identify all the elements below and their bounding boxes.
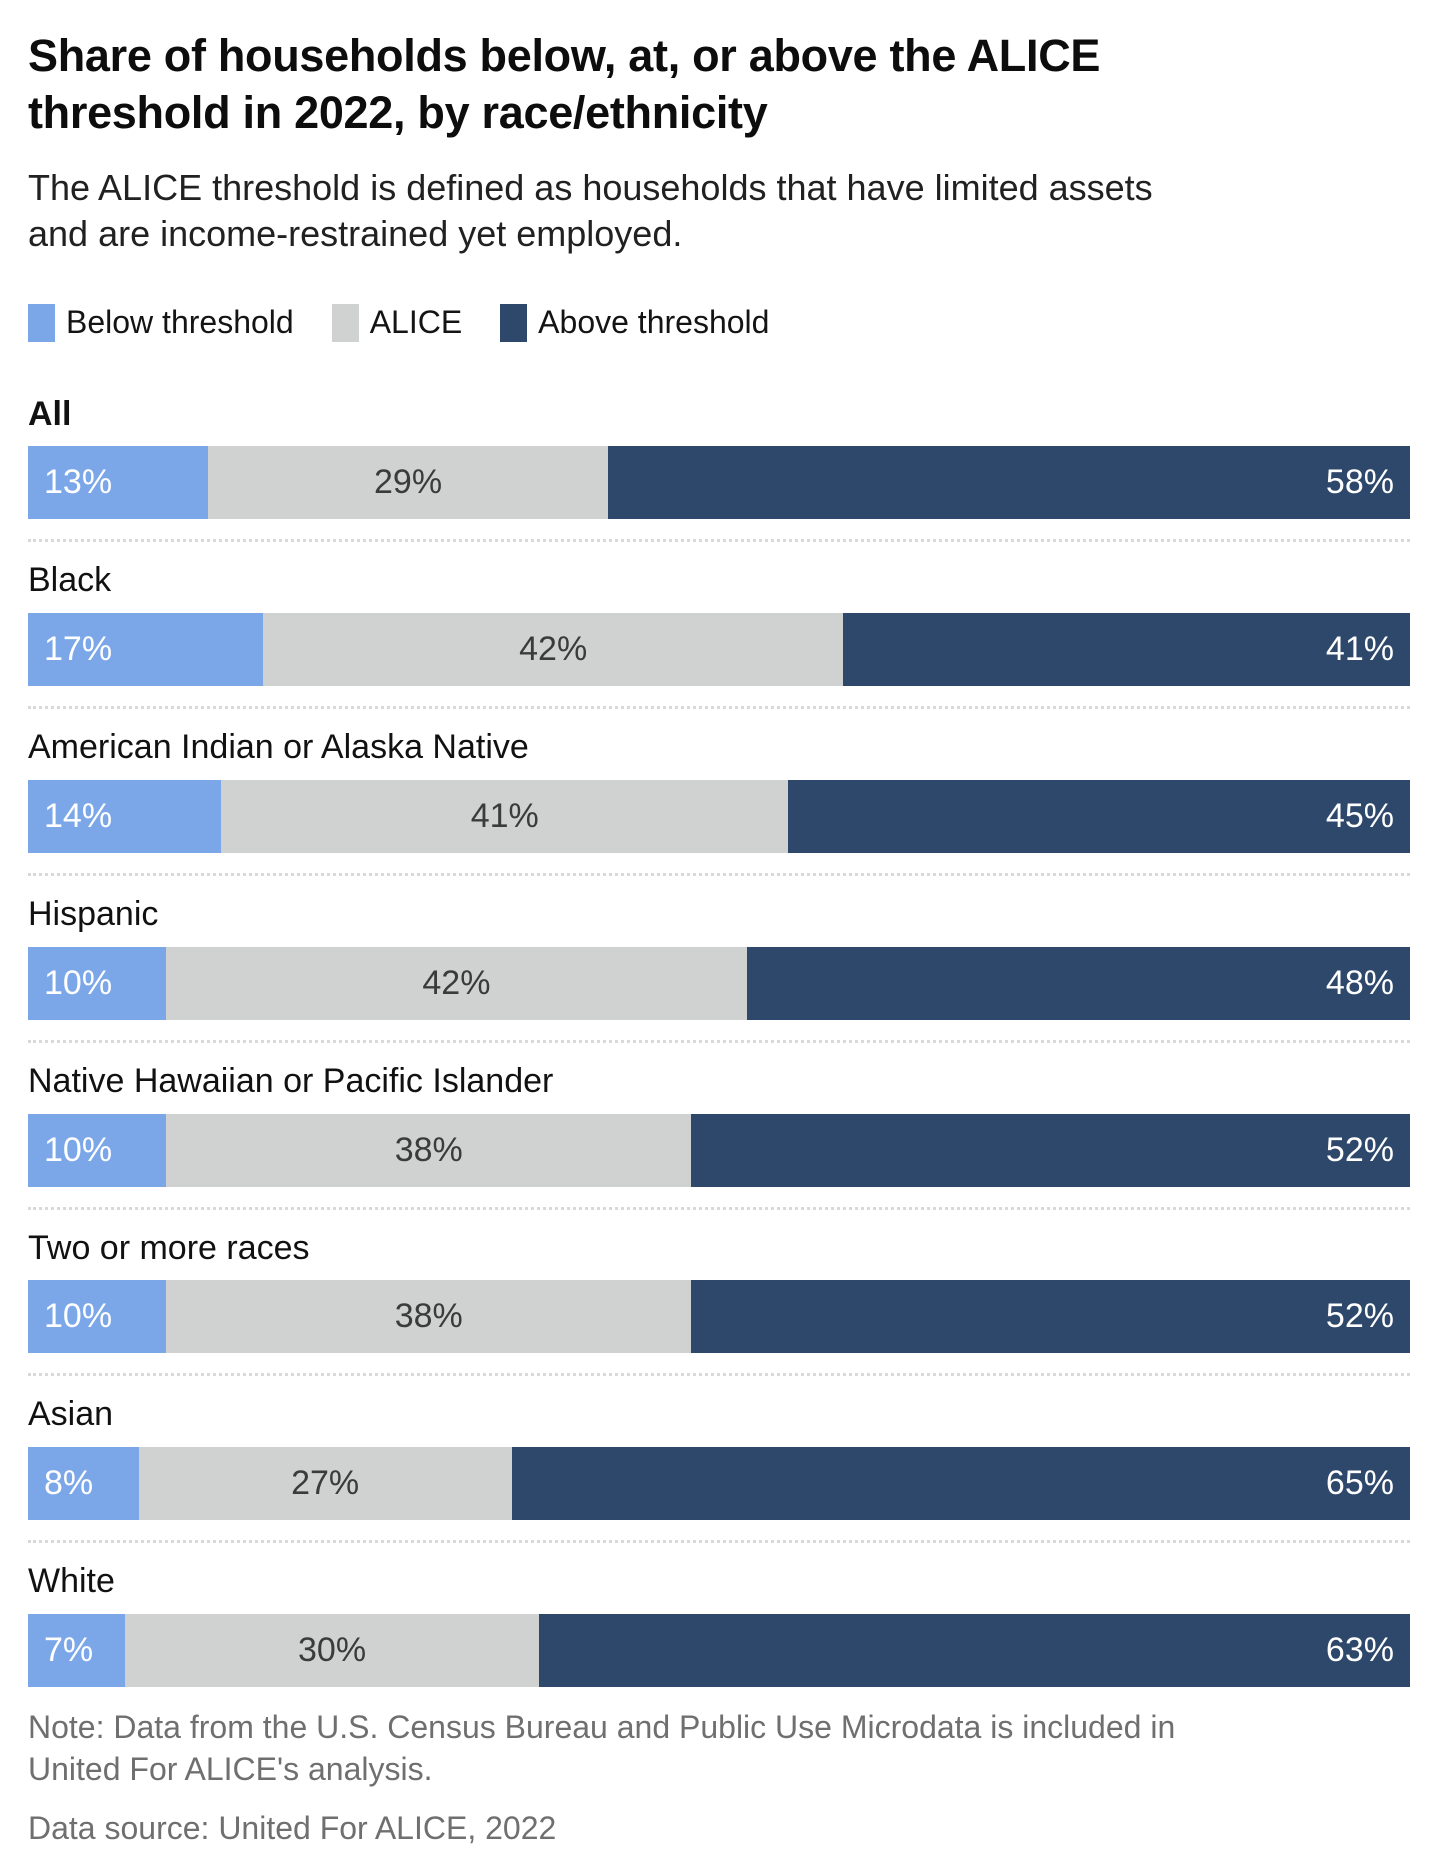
bar-segment-alice: 42%	[166, 946, 747, 1020]
bar-segment-below-threshold: 10%	[28, 1280, 167, 1354]
segment-value: 42%	[519, 630, 588, 669]
category-label: Hispanic	[28, 894, 159, 933]
category-label: White	[28, 1562, 115, 1601]
bar-segment-above-threshold: 41%	[843, 613, 1410, 687]
bar-segment-below-threshold: 10%	[28, 946, 167, 1020]
legend-swatch-above-threshold-icon	[500, 303, 528, 342]
legend-swatch-below-threshold-icon	[28, 303, 55, 342]
segment-value: 42%	[422, 963, 491, 1002]
segment-value: 38%	[394, 1130, 463, 1169]
legend-label-above-threshold: Above threshold	[538, 304, 770, 341]
bar-segment-below-threshold: 14%	[28, 779, 222, 853]
segment-value: 58%	[1325, 463, 1394, 502]
stacked-bar: 14% 41% 45%	[28, 779, 1410, 853]
chart-row: White 7% 30% 63%	[28, 1561, 1410, 1687]
segment-value: 63%	[1325, 1630, 1394, 1669]
chart-row: All 13% 29% 58%	[28, 394, 1410, 543]
segment-value: 14%	[44, 796, 113, 835]
segment-value: 7%	[44, 1630, 94, 1669]
bar-segment-above-threshold: 65%	[511, 1447, 1410, 1521]
bar-segment-alice: 38%	[166, 1280, 692, 1354]
bar-segment-below-threshold: 17%	[28, 613, 263, 687]
chart-row: Two or more races 10% 38% 52%	[28, 1228, 1410, 1377]
bar-segment-below-threshold: 13%	[28, 446, 208, 520]
stacked-bar: 10% 38% 52%	[28, 1280, 1410, 1354]
segment-value: 13%	[44, 463, 113, 502]
segment-value: 41%	[1325, 630, 1394, 669]
segment-value: 8%	[44, 1464, 94, 1503]
bar-segment-above-threshold: 45%	[788, 779, 1410, 853]
segment-value: 45%	[1325, 796, 1394, 835]
bar-segment-alice: 29%	[207, 446, 609, 520]
bar-segment-alice: 38%	[166, 1113, 692, 1187]
category-label: Black	[28, 561, 112, 600]
segment-value: 41%	[470, 796, 539, 835]
stacked-bar: 7% 30% 63%	[28, 1613, 1410, 1687]
bar-segment-above-threshold: 48%	[746, 946, 1410, 1020]
bar-segment-below-threshold: 7%	[28, 1613, 125, 1687]
category-label: Two or more races	[28, 1228, 310, 1267]
stacked-bar: 8% 27% 65%	[28, 1447, 1410, 1521]
category-label: Native Hawaiian or Pacific Islander	[28, 1061, 554, 1100]
segment-value: 48%	[1325, 963, 1394, 1002]
category-label: All	[28, 394, 72, 433]
stacked-bar: 10% 42% 48%	[28, 946, 1410, 1020]
stacked-bar: 17% 42% 41%	[28, 613, 1410, 687]
bar-segment-above-threshold: 63%	[539, 1613, 1410, 1687]
bar-segment-alice: 42%	[262, 613, 844, 687]
chart-rows: All 13% 29% 58% Black 17% 42% 41% American India…	[28, 394, 1410, 1687]
bar-segment-below-threshold: 8%	[28, 1447, 139, 1521]
segment-value: 65%	[1325, 1464, 1394, 1503]
source-text: Data source: United For ALICE, 2022	[28, 1810, 557, 1847]
bar-segment-below-threshold: 10%	[28, 1113, 167, 1187]
page-title: Share of households below, at, or above …	[28, 30, 1101, 138]
legend-item-above-threshold: Above threshold	[500, 303, 770, 342]
segment-value: 52%	[1325, 1297, 1394, 1336]
segment-value: 30%	[298, 1630, 367, 1669]
chart-row: Black 17% 42% 41%	[28, 560, 1410, 710]
category-label: Asian	[28, 1395, 114, 1434]
legend-swatch-alice-icon	[331, 303, 359, 342]
legend-label-below-threshold: Below threshold	[66, 304, 294, 341]
segment-value: 27%	[291, 1464, 360, 1503]
segment-value: 29%	[374, 463, 443, 502]
chart-row: Asian 8% 27% 65%	[28, 1394, 1410, 1544]
legend-item-below-threshold: Below threshold	[28, 303, 294, 342]
chart-row: American Indian or Alaska Native 14% 41% 45…	[28, 727, 1410, 876]
segment-value: 17%	[44, 630, 113, 669]
note-text: Note: Data from the U.S. Census Bureau a…	[28, 1708, 1176, 1787]
segment-value: 38%	[394, 1297, 463, 1336]
bar-segment-above-threshold: 52%	[691, 1280, 1410, 1354]
page-subtitle: The ALICE threshold is defined as househ…	[28, 167, 1153, 255]
stacked-bar: 10% 38% 52%	[28, 1113, 1410, 1187]
bar-segment-above-threshold: 52%	[691, 1113, 1410, 1187]
segment-value: 52%	[1325, 1130, 1394, 1169]
segment-value: 10%	[44, 1297, 113, 1336]
chart-row: Hispanic 10% 42% 48%	[28, 894, 1410, 1043]
category-label: American Indian or Alaska Native	[28, 728, 529, 767]
bar-segment-alice: 30%	[124, 1613, 540, 1687]
bar-segment-alice: 41%	[221, 779, 789, 853]
bar-segment-above-threshold: 58%	[608, 446, 1410, 520]
legend-item-alice: ALICE	[331, 303, 463, 342]
segment-value: 10%	[44, 1130, 113, 1169]
legend-label-alice: ALICE	[369, 304, 463, 341]
bar-segment-alice: 27%	[138, 1447, 512, 1521]
chart-row: Native Hawaiian or Pacific Islander 10% 38…	[28, 1061, 1410, 1210]
stacked-bar: 13% 29% 58%	[28, 446, 1410, 520]
segment-value: 10%	[44, 963, 113, 1002]
legend: Below threshold ALICE Above threshold	[28, 303, 1410, 342]
